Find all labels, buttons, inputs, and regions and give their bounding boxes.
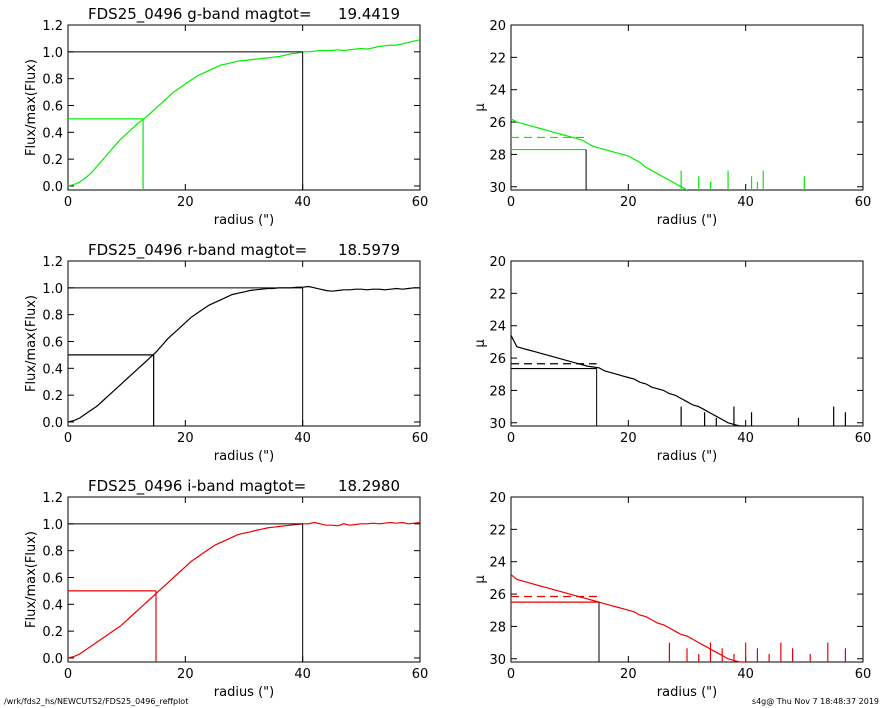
x-tick-label: 40 xyxy=(294,667,311,682)
x-tick-label: 40 xyxy=(294,431,311,446)
panel-title: FDS25_0496 i-band magtot= xyxy=(88,477,306,496)
x-tick-label: 0 xyxy=(507,667,515,682)
data-line xyxy=(67,521,421,659)
y-tick-label: 20 xyxy=(489,255,506,270)
x-axis-label: radius (") xyxy=(657,685,717,700)
x-tick-label: 0 xyxy=(64,667,72,682)
y-tick-label: 0.8 xyxy=(42,545,63,560)
x-tick-label: 60 xyxy=(412,195,429,210)
x-tick-label: 60 xyxy=(855,195,872,210)
y-tick-label: 28 xyxy=(489,384,506,399)
x-tick-label: 20 xyxy=(177,195,194,210)
x-tick-label: 0 xyxy=(507,431,515,446)
data-line xyxy=(510,574,746,663)
y-tick-label: 26 xyxy=(489,588,506,603)
y-tick-label: 26 xyxy=(489,352,506,367)
data-line xyxy=(67,285,420,423)
y-tick-label: 0.4 xyxy=(42,126,63,141)
x-tick-label: 20 xyxy=(620,195,637,210)
y-tick-label: 20 xyxy=(489,491,506,506)
x-axis-label: radius (") xyxy=(657,449,717,464)
x-tick-label: 20 xyxy=(177,667,194,682)
magtot-value: 18.5979 xyxy=(338,241,400,259)
panel-title: FDS25_0496 r-band magtot= xyxy=(88,241,307,260)
y-tick-label: 22 xyxy=(489,287,506,302)
data-line xyxy=(67,39,421,187)
x-axis-label: radius (") xyxy=(214,213,274,228)
x-tick-label: 60 xyxy=(412,667,429,682)
x-axis-label: radius (") xyxy=(657,213,717,228)
plot-frame xyxy=(510,496,864,663)
x-tick-label: 20 xyxy=(177,431,194,446)
y-tick-label: 0.6 xyxy=(42,335,63,350)
y-axis-label: μ xyxy=(473,103,488,111)
y-tick-label: 0.8 xyxy=(42,309,63,324)
magtot-value: 18.2980 xyxy=(338,477,400,495)
x-axis-label: radius (") xyxy=(214,685,274,700)
x-tick-label: 0 xyxy=(64,431,72,446)
y-tick-label: 0.8 xyxy=(42,73,63,88)
x-tick-label: 60 xyxy=(855,667,872,682)
y-axis-label: μ xyxy=(473,575,488,583)
y-tick-label: 0.2 xyxy=(42,153,63,168)
y-tick-label: 0.2 xyxy=(42,389,63,404)
plot-frame xyxy=(510,24,864,191)
x-tick-label: 40 xyxy=(737,667,754,682)
y-tick-label: 0.6 xyxy=(42,99,63,114)
x-tick-label: 40 xyxy=(737,431,754,446)
panel-title: FDS25_0496 g-band magtot= xyxy=(88,5,312,24)
y-tick-label: 1.2 xyxy=(42,255,63,270)
y-tick-label: 0.2 xyxy=(42,625,63,640)
y-tick-label: 0.6 xyxy=(42,571,63,586)
y-tick-label: 30 xyxy=(489,417,506,432)
y-axis-label: Flux/max(Flux) xyxy=(24,295,39,392)
y-tick-label: 28 xyxy=(489,148,506,163)
y-tick-label: 28 xyxy=(489,620,506,635)
plot-frame xyxy=(67,24,421,191)
x-tick-label: 60 xyxy=(412,431,429,446)
y-tick-label: 30 xyxy=(489,653,506,668)
x-tick-label: 0 xyxy=(507,195,515,210)
plot-frame xyxy=(67,260,421,427)
y-tick-label: 1.0 xyxy=(42,282,63,297)
data-line xyxy=(510,118,688,191)
y-tick-label: 22 xyxy=(489,523,506,538)
y-tick-label: 20 xyxy=(489,19,506,34)
y-tick-label: 1.0 xyxy=(42,518,63,533)
y-tick-label: 0.0 xyxy=(42,652,63,667)
magtot-value: 19.4419 xyxy=(338,5,400,23)
y-tick-label: 24 xyxy=(489,84,506,99)
footer-file-path: /wrk/fds2_hs/NEWCUTS2/FDS25_0496_reffplo… xyxy=(4,697,189,706)
y-tick-label: 1.2 xyxy=(42,491,63,506)
y-tick-label: 0.0 xyxy=(42,416,63,431)
y-tick-label: 30 xyxy=(489,181,506,196)
x-tick-label: 40 xyxy=(737,195,754,210)
y-axis-label: μ xyxy=(473,339,488,347)
x-tick-label: 40 xyxy=(294,195,311,210)
y-tick-label: 24 xyxy=(489,556,506,571)
x-tick-label: 20 xyxy=(620,667,637,682)
y-tick-label: 0.0 xyxy=(42,180,63,195)
x-tick-label: 20 xyxy=(620,431,637,446)
y-tick-label: 0.4 xyxy=(42,362,63,377)
x-axis-label: radius (") xyxy=(214,449,274,464)
y-tick-label: 24 xyxy=(489,320,506,335)
y-axis-label: Flux/max(Flux) xyxy=(24,531,39,628)
plot-frame xyxy=(510,260,864,427)
footer-timestamp: s4g@ Thu Nov 7 18:48:37 2019 xyxy=(751,697,879,706)
y-tick-label: 1.2 xyxy=(42,19,63,34)
y-tick-label: 1.0 xyxy=(42,46,63,61)
x-tick-label: 0 xyxy=(64,195,72,210)
y-axis-label: Flux/max(Flux) xyxy=(24,59,39,156)
y-tick-label: 26 xyxy=(489,116,506,131)
x-tick-label: 60 xyxy=(855,431,872,446)
data-line xyxy=(510,335,746,427)
plot-frame xyxy=(67,496,421,663)
y-tick-label: 0.4 xyxy=(42,598,63,613)
y-tick-label: 22 xyxy=(489,51,506,66)
